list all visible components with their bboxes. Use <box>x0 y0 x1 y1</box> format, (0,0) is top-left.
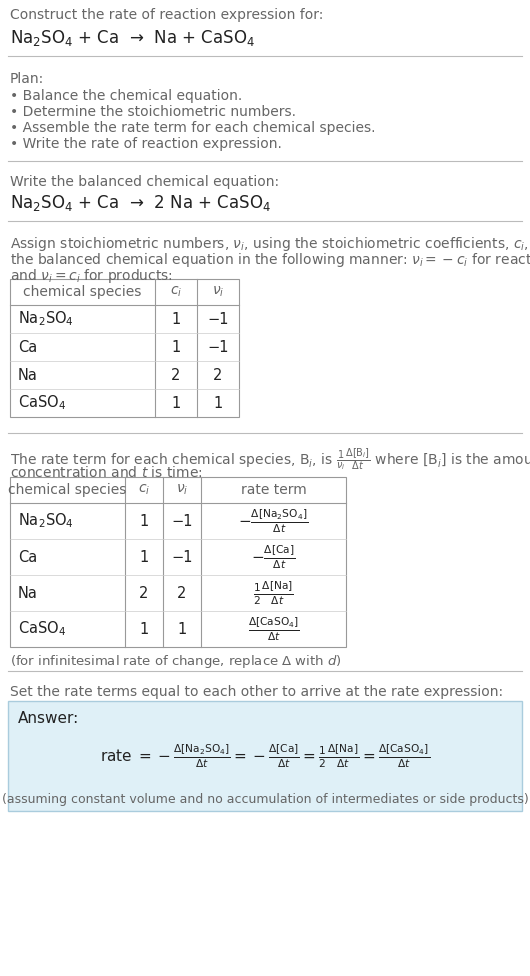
Text: (assuming constant volume and no accumulation of intermediates or side products): (assuming constant volume and no accumul… <box>2 793 528 805</box>
Text: • Assemble the rate term for each chemical species.: • Assemble the rate term for each chemic… <box>10 121 375 135</box>
Text: rate term: rate term <box>241 483 306 497</box>
Text: 2: 2 <box>171 368 181 383</box>
Text: Plan:: Plan: <box>10 72 44 86</box>
Text: Write the balanced chemical equation:: Write the balanced chemical equation: <box>10 175 279 189</box>
Text: $\frac{1}{2}\frac{\Delta[\mathrm{Na}]}{\Delta t}$: $\frac{1}{2}\frac{\Delta[\mathrm{Na}]}{\… <box>253 579 294 607</box>
Text: Na: Na <box>18 368 38 383</box>
Text: • Write the rate of reaction expression.: • Write the rate of reaction expression. <box>10 137 282 151</box>
Text: Na$_2$SO$_4$ + Ca  →  Na + CaSO$_4$: Na$_2$SO$_4$ + Ca → Na + CaSO$_4$ <box>10 28 255 48</box>
Text: 2: 2 <box>178 586 187 600</box>
Text: (for infinitesimal rate of change, replace Δ with $d$): (for infinitesimal rate of change, repla… <box>10 653 342 670</box>
Text: Answer:: Answer: <box>18 711 80 726</box>
Text: −1: −1 <box>207 311 229 327</box>
Text: −1: −1 <box>207 340 229 354</box>
Text: Construct the rate of reaction expression for:: Construct the rate of reaction expressio… <box>10 8 323 22</box>
Bar <box>10 477 346 647</box>
Text: $\frac{\Delta[\mathrm{CaSO_4}]}{\Delta t}$: $\frac{\Delta[\mathrm{CaSO_4}]}{\Delta t… <box>248 615 299 643</box>
Text: $-\frac{\Delta[\mathrm{Ca}]}{\Delta t}$: $-\frac{\Delta[\mathrm{Ca}]}{\Delta t}$ <box>251 544 296 571</box>
Text: • Balance the chemical equation.: • Balance the chemical equation. <box>10 89 242 103</box>
Text: the balanced chemical equation in the following manner: $\nu_i = -c_i$ for react: the balanced chemical equation in the fo… <box>10 251 530 269</box>
Text: $c_i$: $c_i$ <box>138 483 150 497</box>
Text: 1: 1 <box>139 513 148 528</box>
Text: • Determine the stoichiometric numbers.: • Determine the stoichiometric numbers. <box>10 105 296 119</box>
Text: $c_i$: $c_i$ <box>170 285 182 300</box>
Text: Set the rate terms equal to each other to arrive at the rate expression:: Set the rate terms equal to each other t… <box>10 685 503 699</box>
Text: chemical species: chemical species <box>8 483 127 497</box>
Text: $\nu_i$: $\nu_i$ <box>176 483 188 497</box>
Text: rate $= -\frac{\Delta[\mathrm{Na_2SO_4}]}{\Delta t} = -\frac{\Delta[\mathrm{Ca}]: rate $= -\frac{\Delta[\mathrm{Na_2SO_4}]… <box>100 742 430 770</box>
Text: Na: Na <box>18 586 38 600</box>
Text: 1: 1 <box>139 549 148 564</box>
Text: Na$_2$SO$_4$: Na$_2$SO$_4$ <box>18 309 74 328</box>
Text: 2: 2 <box>213 368 223 383</box>
Text: chemical species: chemical species <box>23 285 142 299</box>
Text: and $\nu_i = c_i$ for products:: and $\nu_i = c_i$ for products: <box>10 267 173 285</box>
Text: CaSO$_4$: CaSO$_4$ <box>18 393 66 412</box>
Text: Ca: Ca <box>18 340 37 354</box>
Text: $\nu_i$: $\nu_i$ <box>212 285 224 300</box>
Text: Na$_2$SO$_4$: Na$_2$SO$_4$ <box>18 511 74 530</box>
Text: −1: −1 <box>171 549 193 564</box>
Text: CaSO$_4$: CaSO$_4$ <box>18 620 66 638</box>
Text: concentration and $t$ is time:: concentration and $t$ is time: <box>10 465 202 480</box>
Text: 1: 1 <box>171 311 181 327</box>
Text: 1: 1 <box>214 395 223 411</box>
Text: −1: −1 <box>171 513 193 528</box>
Text: 2: 2 <box>139 586 149 600</box>
FancyBboxPatch shape <box>8 701 522 811</box>
Text: Ca: Ca <box>18 549 37 564</box>
Text: 1: 1 <box>171 395 181 411</box>
Text: 1: 1 <box>139 622 148 636</box>
Text: Assign stoichiometric numbers, $\nu_i$, using the stoichiometric coefficients, $: Assign stoichiometric numbers, $\nu_i$, … <box>10 235 530 253</box>
Text: $-\frac{\Delta[\mathrm{Na_2SO_4}]}{\Delta t}$: $-\frac{\Delta[\mathrm{Na_2SO_4}]}{\Delt… <box>238 508 309 535</box>
Text: Na$_2$SO$_4$ + Ca  →  2 Na + CaSO$_4$: Na$_2$SO$_4$ + Ca → 2 Na + CaSO$_4$ <box>10 193 271 213</box>
Text: 1: 1 <box>178 622 187 636</box>
Bar <box>10 279 239 417</box>
Text: 1: 1 <box>171 340 181 354</box>
Text: The rate term for each chemical species, B$_i$, is $\frac{1}{\nu_i}\frac{\Delta[: The rate term for each chemical species,… <box>10 447 530 473</box>
